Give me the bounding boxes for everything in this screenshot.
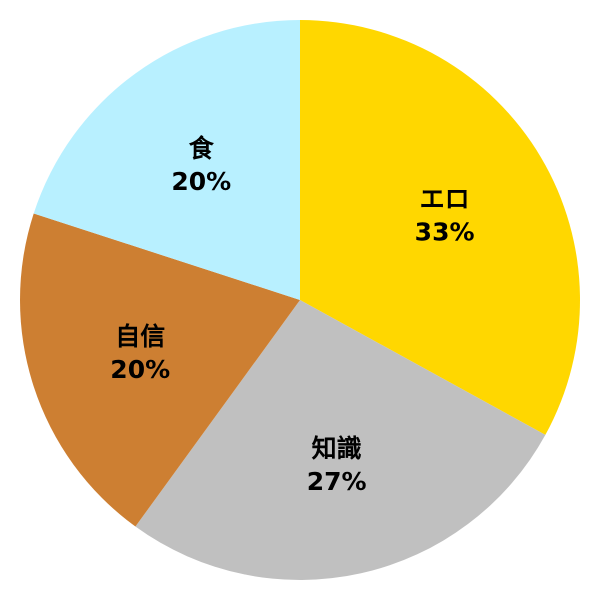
slice-label: エロ <box>420 184 470 213</box>
slice-value-label: 20% <box>110 355 170 384</box>
slice-value-label: 20% <box>171 167 231 196</box>
slice-value-label: 33% <box>415 217 475 246</box>
slice-label: 知識 <box>312 434 362 463</box>
slice-label: 自信 <box>115 322 165 351</box>
pie-slice <box>33 19 301 300</box>
pie-slice <box>135 300 546 580</box>
slice-label: 食 <box>189 134 215 163</box>
slice-value-label: 27% <box>307 467 367 496</box>
pie-slice <box>19 213 301 527</box>
pie-slice <box>300 20 580 435</box>
